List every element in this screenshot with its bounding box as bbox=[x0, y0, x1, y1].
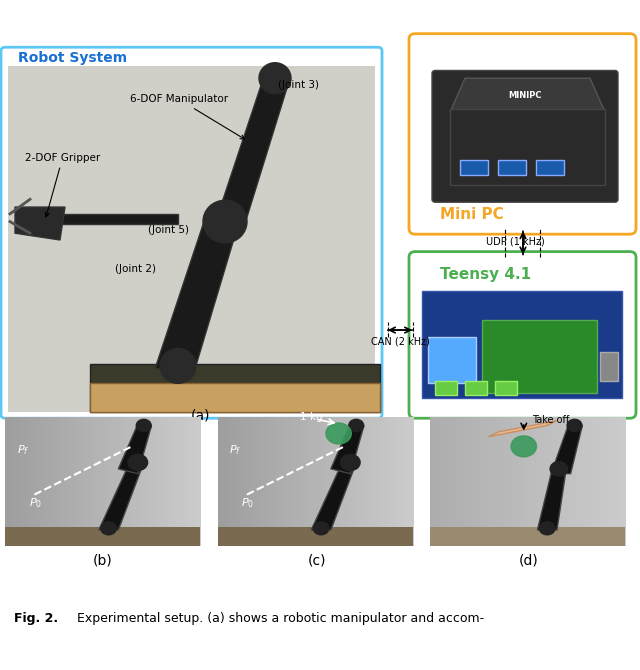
Polygon shape bbox=[118, 424, 152, 474]
Circle shape bbox=[550, 462, 568, 476]
FancyBboxPatch shape bbox=[498, 159, 526, 175]
Circle shape bbox=[511, 436, 536, 457]
Polygon shape bbox=[55, 214, 178, 224]
Circle shape bbox=[160, 348, 196, 383]
Text: Fig. 2.: Fig. 2. bbox=[14, 612, 58, 624]
Polygon shape bbox=[311, 458, 358, 530]
Text: (Joint 2): (Joint 2) bbox=[115, 264, 156, 274]
Text: $P_0$: $P_0$ bbox=[29, 496, 42, 510]
Circle shape bbox=[203, 200, 247, 243]
Polygon shape bbox=[489, 421, 557, 437]
Text: $P_f$: $P_f$ bbox=[229, 443, 242, 456]
Text: (Joint 3): (Joint 3) bbox=[278, 80, 319, 90]
FancyBboxPatch shape bbox=[482, 320, 597, 393]
FancyBboxPatch shape bbox=[409, 34, 636, 234]
Circle shape bbox=[100, 522, 116, 535]
FancyBboxPatch shape bbox=[536, 159, 564, 175]
Text: (d): (d) bbox=[519, 554, 538, 567]
Polygon shape bbox=[155, 218, 240, 368]
Circle shape bbox=[326, 423, 351, 444]
Text: Teensy 4.1: Teensy 4.1 bbox=[440, 267, 531, 282]
FancyBboxPatch shape bbox=[460, 159, 488, 175]
Polygon shape bbox=[215, 74, 290, 224]
Text: Robot System: Robot System bbox=[18, 51, 127, 65]
FancyBboxPatch shape bbox=[465, 381, 487, 395]
Text: 6-DOF Manipulator: 6-DOF Manipulator bbox=[130, 94, 244, 139]
FancyBboxPatch shape bbox=[218, 527, 413, 546]
FancyBboxPatch shape bbox=[5, 527, 200, 546]
Text: CAN (2 kHz): CAN (2 kHz) bbox=[371, 336, 429, 346]
Circle shape bbox=[567, 419, 582, 431]
Text: Take off: Take off bbox=[532, 415, 569, 425]
FancyBboxPatch shape bbox=[450, 109, 605, 185]
FancyBboxPatch shape bbox=[435, 381, 457, 395]
Circle shape bbox=[136, 419, 151, 431]
Text: Mini PC: Mini PC bbox=[440, 206, 504, 222]
FancyBboxPatch shape bbox=[428, 337, 476, 383]
Text: (a): (a) bbox=[190, 408, 210, 422]
Text: UDP (1 kHz): UDP (1 kHz) bbox=[486, 237, 545, 247]
FancyBboxPatch shape bbox=[90, 364, 380, 413]
FancyBboxPatch shape bbox=[430, 527, 625, 546]
Text: (c): (c) bbox=[308, 554, 326, 567]
Text: 2-DOF Gripper: 2-DOF Gripper bbox=[25, 153, 100, 216]
Polygon shape bbox=[450, 78, 605, 112]
FancyBboxPatch shape bbox=[495, 381, 517, 395]
Circle shape bbox=[259, 63, 291, 94]
FancyBboxPatch shape bbox=[1, 47, 382, 418]
Polygon shape bbox=[15, 207, 65, 240]
Text: (b): (b) bbox=[93, 554, 112, 567]
Text: MINIPC: MINIPC bbox=[508, 90, 541, 100]
FancyBboxPatch shape bbox=[422, 291, 622, 398]
Circle shape bbox=[540, 522, 555, 535]
Text: Experimental setup. (a) shows a robotic manipulator and accom-: Experimental setup. (a) shows a robotic … bbox=[77, 612, 484, 624]
Text: $P_0$: $P_0$ bbox=[241, 496, 254, 510]
Polygon shape bbox=[99, 458, 146, 530]
FancyBboxPatch shape bbox=[8, 66, 375, 413]
Polygon shape bbox=[551, 424, 582, 474]
Circle shape bbox=[349, 419, 364, 431]
Circle shape bbox=[313, 522, 329, 535]
FancyBboxPatch shape bbox=[600, 352, 618, 381]
FancyBboxPatch shape bbox=[409, 252, 636, 418]
Text: 1 kg: 1 kg bbox=[300, 412, 322, 422]
Circle shape bbox=[128, 454, 148, 470]
FancyBboxPatch shape bbox=[90, 383, 380, 413]
FancyBboxPatch shape bbox=[432, 70, 618, 202]
Text: (Joint 5): (Joint 5) bbox=[148, 225, 189, 235]
Polygon shape bbox=[331, 424, 364, 474]
Circle shape bbox=[340, 454, 360, 470]
Polygon shape bbox=[538, 466, 567, 530]
Text: $P_f$: $P_f$ bbox=[17, 443, 29, 456]
